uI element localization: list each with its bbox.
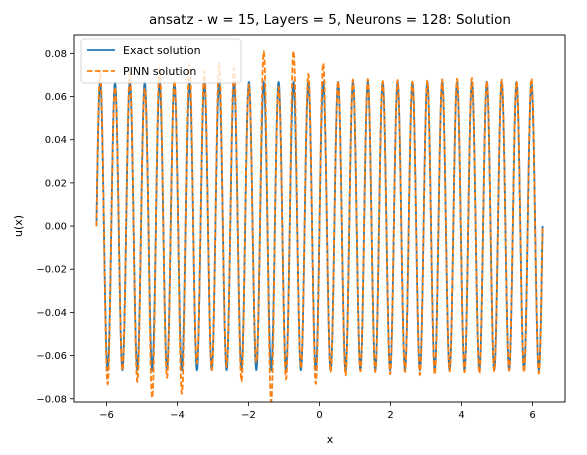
x-tick-label: 6: [529, 410, 535, 421]
chart-title: ansatz - w = 15, Layers = 5, Neurons = 1…: [149, 12, 511, 28]
y-tick-label: −0.06: [36, 351, 67, 362]
x-axis: −6 −4 −2 0 2 4 6: [99, 402, 536, 421]
series-pinn-solution-line: [95, 49, 544, 402]
x-tick-label: 2: [387, 410, 393, 421]
x-tick-label: −4: [170, 410, 185, 421]
y-axis: −0.08 −0.06 −0.04 −0.02 0.00 0.02 0.04 0.06 0.08: [36, 49, 74, 405]
y-tick-label: 0.06: [45, 92, 67, 103]
y-tick-label: 0.02: [45, 178, 67, 189]
legend: Exact solution PINN solution: [80, 38, 242, 84]
x-axis-label: x: [327, 433, 334, 446]
plot-area: [73, 34, 566, 403]
y-tick-label: 0.04: [45, 135, 67, 146]
x-tick-label: −6: [99, 410, 114, 421]
y-tick-label: −0.08: [36, 394, 67, 405]
legend-label: PINN solution: [123, 65, 196, 78]
x-tick-label: −2: [241, 410, 256, 421]
x-tick-label: 0: [316, 410, 322, 421]
x-tick-label: 4: [458, 410, 464, 421]
y-tick-label: −0.04: [36, 308, 67, 319]
legend-box: [80, 38, 242, 84]
legend-label: Exact solution: [123, 44, 201, 57]
y-tick-label: −0.02: [36, 265, 67, 276]
y-tick-label: 0.08: [45, 49, 67, 60]
y-axis-label: u(x): [12, 215, 25, 237]
y-tick-label: 0.00: [45, 222, 67, 233]
